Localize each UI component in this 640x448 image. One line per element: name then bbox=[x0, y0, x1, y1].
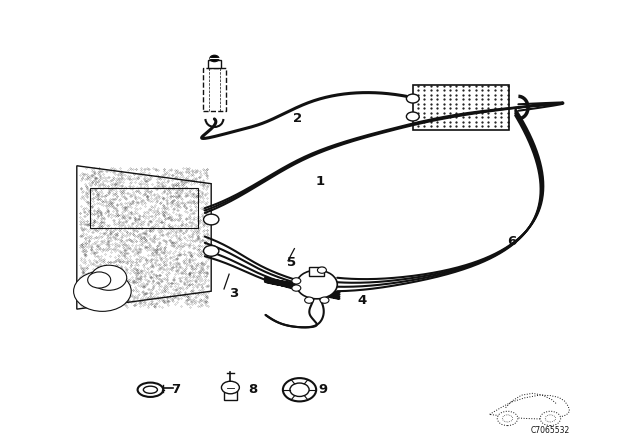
Text: 7: 7 bbox=[172, 383, 180, 396]
Circle shape bbox=[283, 378, 316, 401]
Ellipse shape bbox=[138, 383, 163, 397]
Bar bbox=[208, 60, 221, 68]
Circle shape bbox=[74, 271, 131, 311]
Circle shape bbox=[204, 214, 219, 225]
Text: C7065532: C7065532 bbox=[531, 426, 570, 435]
Bar bbox=[90, 188, 198, 228]
Circle shape bbox=[545, 415, 556, 422]
Text: 1: 1 bbox=[316, 175, 324, 188]
Circle shape bbox=[91, 265, 127, 290]
Text: 6: 6 bbox=[508, 235, 516, 249]
Text: 4: 4 bbox=[357, 293, 366, 307]
Polygon shape bbox=[77, 166, 211, 309]
Circle shape bbox=[292, 285, 301, 291]
Circle shape bbox=[292, 278, 301, 284]
Circle shape bbox=[290, 383, 309, 396]
Circle shape bbox=[502, 415, 513, 422]
Text: 3: 3 bbox=[229, 287, 238, 300]
Circle shape bbox=[88, 272, 111, 288]
Circle shape bbox=[305, 297, 314, 303]
Text: 2: 2 bbox=[293, 112, 302, 125]
Circle shape bbox=[406, 94, 419, 103]
Bar bbox=[309, 267, 324, 276]
Circle shape bbox=[540, 411, 561, 426]
Circle shape bbox=[317, 267, 326, 273]
Bar bbox=[413, 85, 509, 130]
Circle shape bbox=[406, 112, 419, 121]
Text: 5: 5 bbox=[287, 255, 296, 269]
Circle shape bbox=[296, 270, 337, 299]
Circle shape bbox=[497, 411, 518, 426]
Circle shape bbox=[204, 246, 219, 256]
Bar bbox=[224, 390, 237, 400]
Text: 9: 9 bbox=[319, 383, 328, 396]
Bar bbox=[204, 68, 226, 111]
Circle shape bbox=[320, 297, 329, 303]
Text: 8: 8 bbox=[248, 383, 257, 396]
Ellipse shape bbox=[143, 386, 157, 393]
Circle shape bbox=[210, 55, 219, 61]
Circle shape bbox=[221, 381, 239, 394]
